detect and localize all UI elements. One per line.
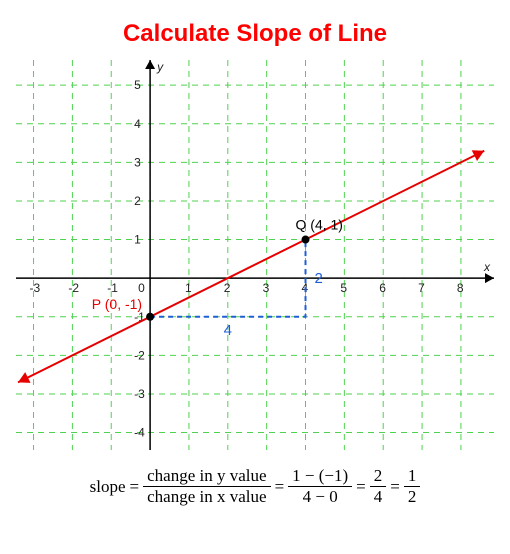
formula-frac-verbal: change in y value change in x value (143, 466, 270, 508)
formula-frac-substituted: 1 − (−1) 4 − 0 (288, 466, 352, 508)
svg-text:x: x (483, 260, 491, 274)
svg-text:5: 5 (134, 78, 141, 92)
svg-text:5: 5 (340, 281, 347, 295)
svg-text:-3: -3 (30, 281, 41, 295)
svg-text:2: 2 (315, 270, 323, 287)
svg-text:1: 1 (134, 233, 141, 247)
formula-lhs: slope (90, 477, 126, 497)
formula-eq-1: = (130, 477, 140, 497)
formula-eq-2: = (275, 477, 285, 497)
formula-frac-simplified: 2 4 (370, 466, 387, 508)
svg-text:2: 2 (134, 194, 141, 208)
svg-text:-4: -4 (134, 426, 145, 440)
svg-text:y: y (156, 60, 164, 74)
svg-text:7: 7 (418, 281, 425, 295)
svg-text:6: 6 (379, 281, 386, 295)
svg-text:P (0, -1): P (0, -1) (92, 296, 142, 312)
chart-container: xy0-3-2-112345678-4-3-2-11234542P (0, -1… (15, 60, 495, 450)
slope-formula: slope = change in y value change in x va… (15, 466, 495, 508)
svg-text:4: 4 (134, 117, 141, 131)
svg-text:-3: -3 (134, 387, 145, 401)
svg-text:-1: -1 (107, 281, 118, 295)
svg-text:-2: -2 (68, 281, 79, 295)
svg-text:8: 8 (457, 281, 464, 295)
formula-frac-final: 1 2 (404, 466, 421, 508)
title-text: Calculate Slope of Line (123, 20, 387, 47)
svg-text:4: 4 (224, 322, 232, 339)
svg-text:3: 3 (263, 281, 270, 295)
formula-eq-3: = (356, 477, 366, 497)
svg-text:Q (4, 1): Q (4, 1) (296, 217, 343, 233)
svg-text:0: 0 (138, 281, 145, 295)
svg-text:2: 2 (224, 281, 231, 295)
formula-eq-4: = (390, 477, 400, 497)
page-title: Calculate Slope of Line (15, 20, 495, 48)
svg-text:1: 1 (185, 281, 192, 295)
svg-text:-2: -2 (134, 348, 145, 362)
svg-text:3: 3 (134, 155, 141, 169)
slope-chart: xy0-3-2-112345678-4-3-2-11234542P (0, -1… (16, 60, 494, 450)
